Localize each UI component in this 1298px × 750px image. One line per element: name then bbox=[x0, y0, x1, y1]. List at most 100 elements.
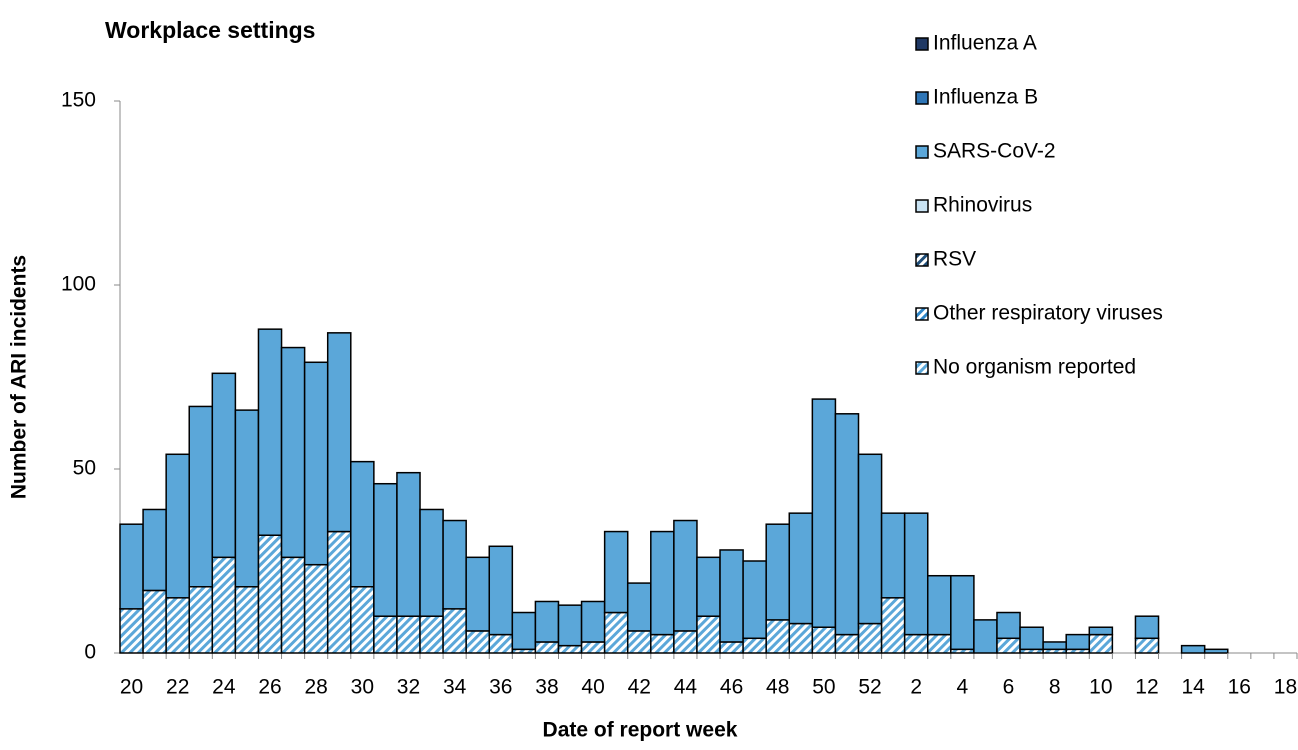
bar-segment bbox=[996, 637, 1021, 654]
bar-segment bbox=[696, 615, 721, 654]
x-tick-label: 26 bbox=[258, 676, 281, 699]
bar-segment bbox=[142, 589, 167, 654]
bar-segment bbox=[857, 622, 883, 654]
bar-segment bbox=[580, 641, 606, 654]
bar-segment bbox=[626, 582, 652, 632]
legend-label: Rhinovirus bbox=[933, 194, 1032, 217]
x-tick-label: 38 bbox=[535, 676, 558, 699]
x-axis-label: Date of report week bbox=[543, 719, 738, 742]
bar-segment bbox=[811, 626, 837, 654]
bar-segment bbox=[488, 633, 514, 654]
y-tick-label: 150 bbox=[61, 89, 96, 112]
bar-segment bbox=[1134, 615, 1160, 640]
bar-segment bbox=[257, 328, 283, 536]
x-tick-label: 30 bbox=[351, 676, 374, 699]
x-tick-label: 50 bbox=[812, 676, 835, 699]
bar-segment bbox=[811, 398, 837, 628]
legend-label: Influenza B bbox=[933, 86, 1038, 109]
x-tick-label: 14 bbox=[1181, 676, 1205, 699]
x-tick-label: 12 bbox=[1135, 676, 1158, 699]
bar-segment bbox=[626, 630, 652, 654]
bar-segment bbox=[903, 633, 929, 654]
bar-segment bbox=[650, 530, 675, 636]
bar-segment bbox=[1042, 641, 1067, 651]
bar-segment bbox=[765, 523, 791, 621]
bar-segment bbox=[650, 633, 675, 654]
bar-segment bbox=[419, 508, 444, 617]
x-tick-label: 34 bbox=[443, 676, 467, 699]
x-tick-label: 24 bbox=[212, 676, 236, 699]
legend-swatch bbox=[915, 37, 929, 51]
bar-segment bbox=[326, 332, 352, 533]
bar-segment bbox=[142, 508, 167, 592]
bar-segment bbox=[950, 574, 975, 651]
bar-segment bbox=[1088, 633, 1114, 654]
bar-segment bbox=[1065, 633, 1091, 651]
bar-segment bbox=[465, 630, 491, 654]
legend-label: No organism reported bbox=[933, 356, 1136, 379]
bar-segment bbox=[211, 556, 237, 654]
bar-segment bbox=[350, 586, 375, 654]
x-tick-label: 46 bbox=[720, 676, 743, 699]
bar-segment bbox=[303, 563, 329, 654]
legend-swatch bbox=[915, 91, 929, 105]
bar-segment bbox=[742, 637, 767, 654]
bar-segment bbox=[673, 630, 698, 654]
bar-segment bbox=[373, 482, 398, 617]
bar-segment bbox=[788, 622, 814, 654]
x-tick-label: 32 bbox=[397, 676, 420, 699]
bar-segment bbox=[373, 615, 398, 654]
bar-segment bbox=[326, 530, 352, 654]
x-tick-label: 36 bbox=[489, 676, 512, 699]
y-tick-label: 50 bbox=[73, 457, 96, 480]
legend-swatch bbox=[915, 253, 929, 267]
bar-segment bbox=[1019, 626, 1044, 651]
bar-segment bbox=[765, 619, 791, 654]
bar-segment bbox=[1088, 626, 1114, 636]
legend-label: Influenza A bbox=[933, 32, 1037, 55]
bar-segment bbox=[903, 512, 929, 636]
bar-segment bbox=[603, 611, 629, 654]
bar-segment bbox=[719, 641, 744, 654]
x-tick-label: 8 bbox=[1049, 676, 1061, 699]
bar-segment bbox=[557, 604, 583, 647]
x-tick-label: 4 bbox=[957, 676, 969, 699]
bar-segment bbox=[1134, 637, 1160, 654]
bar-segment bbox=[396, 615, 421, 654]
bar-segment bbox=[880, 512, 906, 599]
legend-label: RSV bbox=[933, 248, 976, 271]
x-tick-label: 18 bbox=[1274, 676, 1297, 699]
x-tick-label: 20 bbox=[120, 676, 143, 699]
bar-segment bbox=[211, 372, 237, 559]
legend-label: SARS-CoV-2 bbox=[933, 140, 1056, 163]
x-tick-label: 10 bbox=[1089, 676, 1112, 699]
chart-title: Workplace settings bbox=[105, 17, 315, 43]
y-axis-label: Number of ARI incidents bbox=[8, 255, 31, 499]
x-tick-label: 42 bbox=[628, 676, 651, 699]
bar-segment bbox=[973, 619, 998, 654]
bar-segment bbox=[165, 453, 190, 599]
bar-segment bbox=[534, 600, 560, 643]
bar-segment bbox=[996, 611, 1021, 640]
x-tick-label: 16 bbox=[1228, 676, 1251, 699]
bar-segment bbox=[580, 600, 606, 643]
bar-segment bbox=[303, 361, 329, 566]
bar-segment bbox=[442, 519, 467, 610]
bar-segment bbox=[926, 633, 952, 654]
bar-segment bbox=[926, 574, 952, 636]
bar-segment bbox=[534, 641, 560, 654]
x-tick-label: 48 bbox=[766, 676, 789, 699]
x-tick-label: 22 bbox=[166, 676, 189, 699]
bar-segment bbox=[603, 530, 629, 614]
bar-segment bbox=[280, 346, 306, 559]
bar-segment bbox=[557, 644, 583, 654]
bar-segment bbox=[119, 608, 144, 654]
y-tick-label: 100 bbox=[61, 273, 96, 296]
legend-swatch bbox=[915, 145, 929, 159]
bar-segment bbox=[419, 615, 444, 654]
bar-segment bbox=[234, 409, 260, 588]
bar-segment bbox=[673, 519, 698, 632]
bar-segment bbox=[119, 523, 144, 610]
legend-label: Other respiratory viruses bbox=[933, 302, 1163, 325]
